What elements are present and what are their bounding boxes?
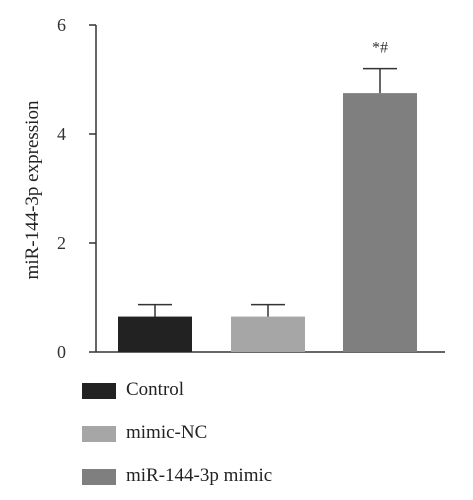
- bar-control: [118, 316, 192, 352]
- legend-swatch-mir-144-3p-mimic: [82, 469, 116, 485]
- legend-item-control: Control: [82, 376, 382, 404]
- y-tick-label-4: 4: [57, 124, 66, 144]
- legend-item-mir-144-3p-mimic: miR-144-3p mimic: [82, 462, 382, 490]
- bars: [118, 67, 417, 352]
- y-ticks: 0 2 4 6: [57, 15, 96, 362]
- annotation-mir-144-3p-mimic: *#: [372, 40, 388, 57]
- bar-mimic-nc: [231, 316, 305, 352]
- bar-mir-144-3p-mimic: [343, 93, 417, 352]
- legend-swatch-control: [82, 383, 116, 399]
- legend-label-mir-144-3p-mimic: miR-144-3p mimic: [126, 465, 273, 486]
- y-tick-label-2: 2: [57, 233, 66, 253]
- legend-item-mimic-nc: mimic-NC: [82, 419, 382, 447]
- annotations: *#: [372, 40, 388, 57]
- y-axis-title: miR-144-3p expression: [22, 100, 43, 279]
- legend-swatch-mimic-nc: [82, 426, 116, 442]
- legend-label-control: Control: [126, 379, 185, 400]
- legend-label-mimic-nc: mimic-NC: [126, 422, 208, 443]
- y-tick-label-6: 6: [57, 15, 66, 35]
- y-tick-label-0: 0: [57, 342, 66, 362]
- bar-chart: 0 2 4 6 *# miR-144-3p expression: [22, 15, 445, 362]
